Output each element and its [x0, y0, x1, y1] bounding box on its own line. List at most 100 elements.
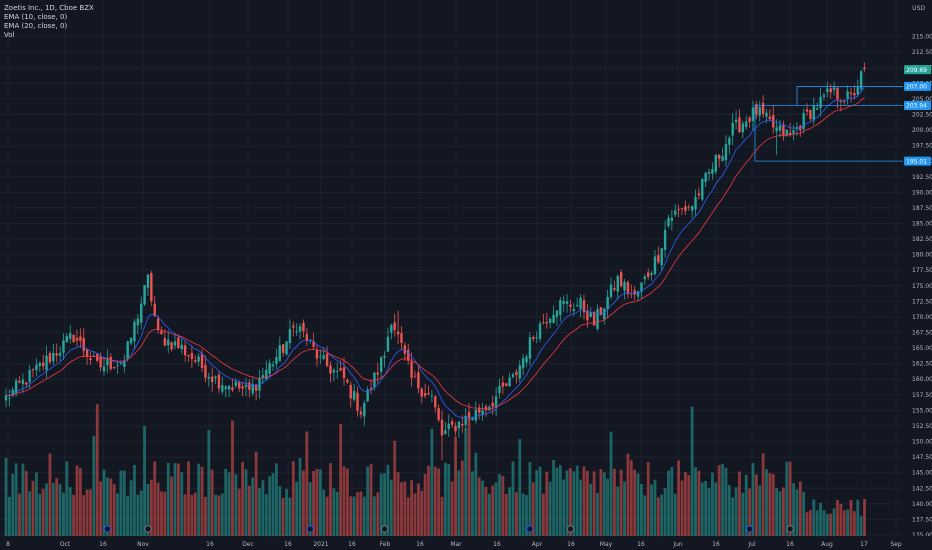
- candle: [369, 379, 373, 395]
- candle: [447, 414, 450, 437]
- time-tick-label: Nov: [137, 541, 149, 548]
- candle: [163, 329, 167, 347]
- candle-body: [450, 421, 454, 425]
- candle: [423, 383, 427, 399]
- volume-bar: [575, 465, 579, 536]
- candle-body: [768, 116, 772, 120]
- candle-body: [511, 374, 515, 378]
- volume-bar: [707, 487, 711, 536]
- volume-bar: [842, 510, 846, 536]
- range-box-outer: [754, 105, 903, 162]
- candle-body: [680, 208, 684, 210]
- currency-unit-label[interactable]: USD: [912, 5, 925, 12]
- candle: [106, 349, 109, 374]
- candle-body: [160, 330, 163, 335]
- candle-body: [265, 369, 268, 380]
- candle: [616, 274, 619, 300]
- volume-bar: [619, 469, 623, 536]
- candle: [724, 135, 728, 167]
- candle: [31, 368, 35, 378]
- volume-bar: [190, 494, 194, 536]
- candle-body: [829, 88, 832, 93]
- volume-bar: [116, 493, 119, 536]
- earnings-marker-icon: [144, 525, 152, 533]
- volume-bar: [325, 496, 329, 536]
- candle: [640, 282, 643, 299]
- candle: [346, 378, 349, 384]
- volume-bar: [616, 486, 620, 536]
- candle: [8, 389, 11, 407]
- candle-body: [572, 309, 576, 311]
- candle-body: [741, 123, 745, 133]
- time-tick-label: Feb: [380, 541, 391, 548]
- volume-bar: [329, 463, 332, 536]
- volume-bar: [460, 460, 464, 536]
- volume-bar: [166, 462, 170, 536]
- candle-body: [278, 345, 281, 362]
- candle: [657, 246, 660, 265]
- volume-bar: [210, 469, 214, 536]
- candle: [849, 87, 853, 103]
- volume-bar: [312, 470, 315, 536]
- volume-bar: [72, 494, 75, 536]
- candle-body: [396, 331, 400, 335]
- candle-body: [312, 341, 315, 347]
- candle: [552, 305, 555, 324]
- price-tick-label: 185.00: [912, 220, 932, 227]
- candle-body: [636, 291, 640, 297]
- earnings-marker-ring: [144, 525, 152, 533]
- candle-body: [596, 309, 599, 329]
- legend-ema20[interactable]: EMA (20, close, 0): [4, 22, 68, 30]
- candle: [254, 384, 258, 401]
- candle-body: [775, 127, 778, 132]
- volume-bar: [112, 484, 116, 536]
- price-tick-label: 187.50: [912, 205, 932, 212]
- candle-body: [339, 368, 342, 371]
- volume-bar: [362, 496, 366, 536]
- candle-body: [349, 384, 352, 399]
- volume-bar: [31, 480, 35, 536]
- volume-bar: [58, 483, 62, 536]
- volume-bar: [450, 481, 454, 536]
- candle-body: [210, 376, 214, 383]
- earnings-marker-ring: [786, 525, 794, 533]
- candle-body: [417, 372, 420, 389]
- ema20-line: [5, 96, 865, 410]
- volume-bar: [782, 487, 785, 536]
- volume-bar: [82, 495, 86, 536]
- candle: [528, 332, 532, 366]
- candle-body: [863, 67, 866, 70]
- candle-body: [461, 424, 464, 426]
- volume-bar: [457, 470, 461, 536]
- volume-bar: [677, 460, 681, 536]
- candle-body: [190, 352, 194, 360]
- volume-bar: [349, 496, 353, 536]
- volume-bar: [711, 472, 714, 536]
- candle: [741, 120, 745, 139]
- volume-bar: [345, 468, 349, 536]
- candle-body: [238, 382, 241, 389]
- volume-bar: [163, 491, 167, 536]
- candle-body: [163, 338, 167, 346]
- price-tick-label: 135.00: [912, 532, 932, 539]
- candle-body: [788, 132, 792, 135]
- volume-bar: [792, 483, 795, 536]
- candle-body: [52, 353, 55, 361]
- candle: [582, 294, 586, 320]
- candle-body: [694, 197, 697, 210]
- candle-body: [329, 365, 332, 374]
- candle: [136, 313, 140, 335]
- candle-body: [423, 393, 427, 396]
- volume-bar: [859, 515, 863, 536]
- candle: [633, 286, 636, 301]
- volume-bar: [295, 481, 299, 536]
- price-tick-label: 180.00: [912, 252, 932, 259]
- candle: [707, 168, 711, 182]
- volume-bar: [727, 485, 731, 536]
- legend-vol[interactable]: Vol: [4, 31, 15, 39]
- volume-bar: [41, 488, 45, 536]
- volume-bar: [133, 465, 136, 536]
- candle: [278, 336, 281, 362]
- legend-ema10[interactable]: EMA (10, close, 0): [4, 13, 68, 21]
